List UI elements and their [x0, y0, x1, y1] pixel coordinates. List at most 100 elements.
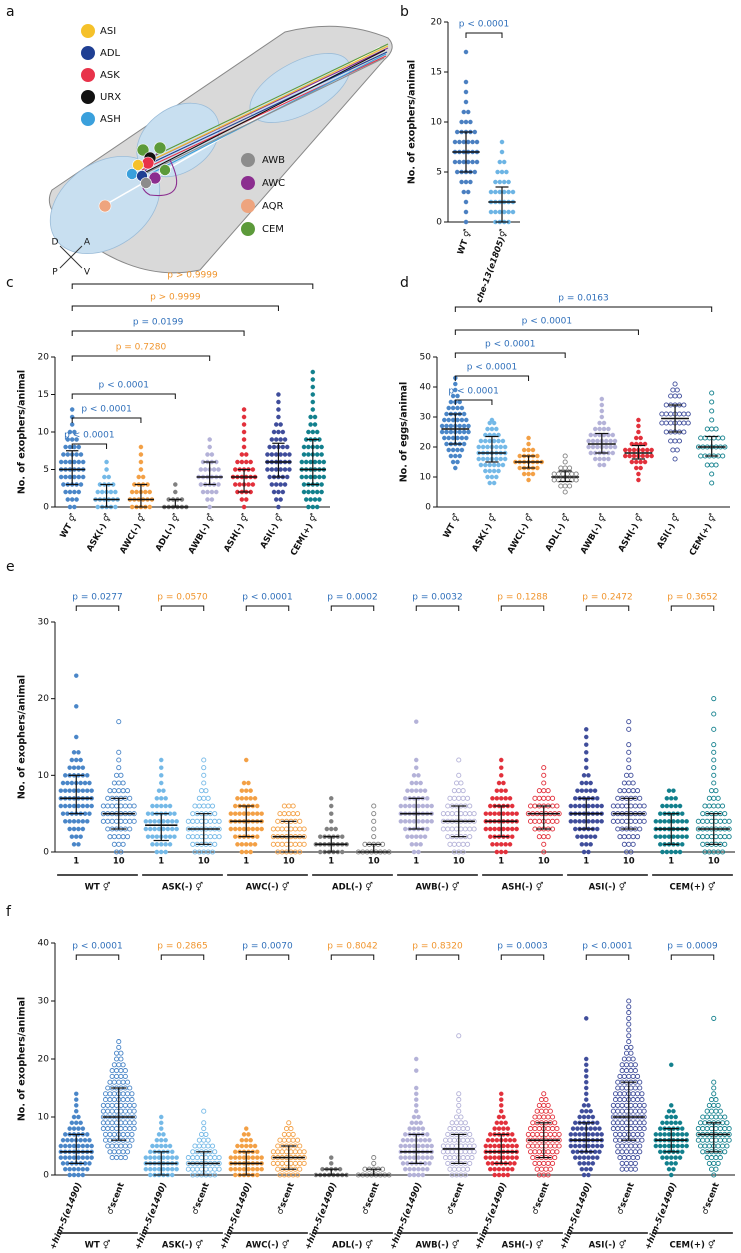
p-value: p = 0.2865	[157, 942, 207, 952]
p-value: p < 0.0001	[72, 942, 122, 952]
data-point	[711, 726, 717, 732]
data-point	[541, 849, 547, 855]
data-point	[241, 407, 247, 412]
data-point	[405, 834, 428, 839]
data-point	[711, 765, 717, 771]
data-point	[562, 489, 568, 495]
x-tick-label: CEM(+) ⚥	[288, 512, 321, 558]
data-point	[324, 826, 338, 832]
comparison-bracket	[454, 306, 713, 312]
data-point	[199, 788, 209, 794]
data-point	[303, 497, 322, 502]
y-tick-label: 5	[43, 465, 49, 475]
p-value: p = 0.8042	[327, 942, 377, 952]
p-value: p = 0.0070	[242, 942, 293, 952]
data-point	[636, 477, 641, 483]
data-point	[494, 1120, 508, 1126]
data-point	[633, 465, 643, 471]
x-tick-label: ADL(-) ⚥	[543, 512, 573, 553]
p-value: p < 0.0001	[522, 317, 572, 327]
data-point	[709, 399, 715, 405]
data-point	[276, 414, 281, 420]
data-point	[273, 497, 283, 502]
x-tick-label: ♂scent	[530, 1181, 552, 1216]
data-point	[711, 1172, 717, 1178]
data-point	[670, 387, 680, 393]
data-point	[526, 441, 531, 447]
data-point	[105, 1143, 133, 1149]
x-tick-label: 1	[583, 857, 589, 867]
data-point	[613, 1131, 645, 1137]
data-point	[111, 1062, 126, 1068]
compass	[59, 245, 83, 269]
data-point	[65, 437, 79, 442]
y-tick-label: 50	[420, 353, 432, 363]
data-point	[617, 1073, 641, 1079]
data-point	[269, 482, 288, 487]
data-point	[660, 803, 683, 809]
chart: b No. of exophers/animal 0 5 10 15 20 WT ⚥ che-1…	[400, 4, 520, 304]
data-point	[281, 1131, 296, 1137]
compass-label: D	[52, 238, 59, 248]
data-point	[668, 438, 683, 444]
data-point	[103, 1091, 135, 1097]
data-point	[494, 849, 508, 855]
data-point	[71, 842, 81, 847]
y-tick-label: 15	[431, 68, 442, 78]
p-value: p > 0.9999	[167, 271, 218, 281]
y-tick-label: 40	[38, 939, 50, 949]
data-point	[584, 765, 589, 770]
data-point	[74, 1091, 79, 1097]
group-label: ADL(-) ⚥	[332, 1240, 373, 1251]
x-tick-label: ASH(-) ⚥	[616, 512, 647, 554]
legend: ASI ADL ASK URX ASH	[81, 24, 121, 126]
data-point	[489, 417, 495, 423]
data-point	[235, 459, 253, 465]
data-point	[711, 1015, 717, 1021]
comparison-bracket	[71, 305, 279, 311]
data-point	[584, 757, 589, 763]
y-tick-label: 20	[420, 443, 432, 453]
p-value: p < 0.0001	[459, 20, 509, 30]
data-point	[310, 369, 316, 375]
comparison-bracket	[330, 954, 375, 960]
data-point	[443, 1137, 475, 1143]
data-point	[579, 1166, 593, 1172]
data-point	[74, 734, 79, 740]
data-point	[584, 1068, 589, 1073]
comparison-bracket	[585, 605, 630, 611]
compass-labels: D A P V	[52, 238, 91, 278]
data-point	[495, 169, 509, 175]
p-value: p = 0.0163	[558, 294, 608, 304]
data-point	[599, 396, 605, 402]
data-point	[579, 842, 593, 847]
x-tick-label: 10	[283, 857, 295, 867]
data-point	[626, 1015, 632, 1021]
data-point	[201, 1120, 207, 1126]
data-point	[201, 780, 207, 786]
data-point	[499, 757, 504, 763]
group-label: ASK(-) ⚥	[162, 882, 204, 893]
p-value: p = 0.0009	[667, 942, 718, 952]
data-point	[411, 773, 421, 778]
data-point	[200, 489, 219, 495]
data-point	[521, 447, 536, 453]
data-point	[371, 803, 377, 809]
data-point	[239, 788, 253, 793]
p-value: p = 0.0199	[133, 318, 184, 328]
data-point	[541, 765, 547, 771]
data-point	[447, 1126, 471, 1132]
chart: f No. of exophers/animal 0 10 20 30 40 +him-5(e…	[6, 904, 735, 1251]
data-point	[599, 402, 605, 408]
data-point	[111, 780, 126, 786]
data-point	[526, 477, 531, 483]
data-point	[579, 780, 593, 786]
data-point	[308, 414, 318, 420]
y-axis-title: No. of eggs/animal	[399, 382, 410, 483]
data-point	[454, 780, 464, 786]
data-point	[69, 422, 75, 427]
data-point	[114, 1056, 124, 1062]
p-value: p = 0.0277	[72, 593, 122, 603]
data-point	[704, 1108, 723, 1114]
x-tick-label: +him-5(e1490)	[48, 1181, 84, 1251]
